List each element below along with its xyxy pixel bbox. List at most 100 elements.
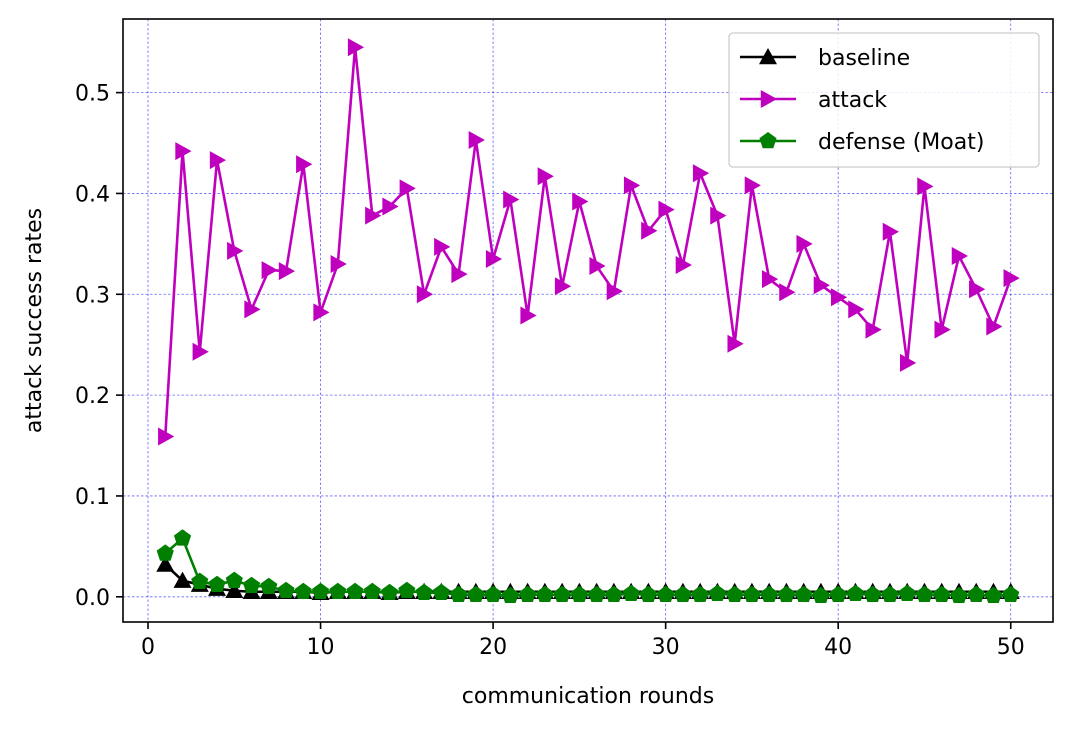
data-point xyxy=(398,581,416,599)
legend-label: attack xyxy=(818,88,887,113)
data-point xyxy=(209,151,227,170)
data-point xyxy=(451,265,468,284)
data-point xyxy=(399,179,416,198)
x-tick-label: 40 xyxy=(824,635,852,660)
data-point xyxy=(554,277,572,296)
data-point xyxy=(864,585,882,603)
data-point xyxy=(156,544,174,561)
data-point xyxy=(1003,269,1020,288)
data-point xyxy=(553,585,571,603)
data-point xyxy=(727,334,744,353)
data-point xyxy=(261,261,278,280)
data-point xyxy=(898,584,916,602)
data-point xyxy=(900,353,917,372)
data-point xyxy=(933,585,951,603)
data-point xyxy=(519,585,537,603)
data-point xyxy=(503,190,520,209)
data-point xyxy=(227,241,244,260)
y-tick-label: 0.2 xyxy=(75,384,110,409)
data-point xyxy=(1002,585,1020,603)
data-point xyxy=(761,270,779,289)
data-point xyxy=(915,585,934,603)
legend: baseline attack defense (Moat) xyxy=(728,32,1040,168)
legend-box xyxy=(728,32,1040,168)
y-tick-label: 0.4 xyxy=(75,182,110,207)
data-point xyxy=(225,571,243,588)
data-point xyxy=(622,584,640,602)
data-point xyxy=(639,585,657,603)
data-point xyxy=(484,585,502,603)
x-tick-label: 10 xyxy=(307,635,335,660)
legend-label: defense (Moat) xyxy=(818,130,984,155)
x-axis-label: communication rounds xyxy=(462,684,714,709)
y-tick-label: 0.1 xyxy=(75,485,110,510)
legend-item: attack xyxy=(740,88,887,113)
data-point xyxy=(191,572,209,589)
data-point xyxy=(658,200,675,219)
data-point xyxy=(415,583,433,601)
data-point xyxy=(777,585,795,603)
data-point xyxy=(726,585,744,603)
data-point xyxy=(173,529,192,546)
y-tick-label: 0.5 xyxy=(75,82,110,107)
data-point xyxy=(450,585,468,603)
data-point xyxy=(882,222,899,241)
data-point xyxy=(846,584,864,602)
data-point xyxy=(570,585,588,603)
data-point xyxy=(984,586,1003,604)
data-point xyxy=(330,255,347,274)
data-point xyxy=(329,582,347,600)
data-point xyxy=(296,155,313,174)
data-point xyxy=(950,586,968,604)
data-point xyxy=(605,585,623,603)
series-attack xyxy=(158,38,1020,446)
legend-label: baseline xyxy=(818,46,910,71)
data-point xyxy=(674,585,692,603)
data-point xyxy=(363,582,381,600)
data-point xyxy=(779,283,796,302)
data-point xyxy=(967,585,985,603)
series-layer xyxy=(156,38,1020,604)
legend-marker xyxy=(759,132,777,149)
y-tick-label: 0.0 xyxy=(75,586,110,611)
data-point xyxy=(934,320,951,339)
x-tick-label: 30 xyxy=(652,635,680,660)
data-point xyxy=(225,581,244,598)
data-point xyxy=(468,131,485,150)
data-point xyxy=(347,38,365,57)
legend-item: baseline xyxy=(740,46,910,71)
data-point xyxy=(830,288,848,307)
data-point xyxy=(313,303,330,322)
data-point xyxy=(277,581,295,599)
data-point xyxy=(708,584,726,602)
data-point xyxy=(156,555,175,572)
data-point xyxy=(969,280,986,299)
data-point xyxy=(865,320,882,339)
data-point xyxy=(744,176,761,195)
data-point xyxy=(710,206,727,225)
data-point xyxy=(986,317,1003,336)
data-point xyxy=(158,427,175,446)
data-point xyxy=(692,164,710,183)
x-tick-label: 50 xyxy=(997,635,1025,660)
x-tick-label: 20 xyxy=(479,635,507,660)
data-point xyxy=(242,576,261,593)
data-point xyxy=(951,246,968,265)
data-point xyxy=(536,585,554,603)
data-point xyxy=(294,582,312,600)
legend-marker xyxy=(760,90,777,108)
data-point xyxy=(675,256,692,275)
data-point xyxy=(365,206,382,225)
plot-frame xyxy=(122,18,1054,623)
data-point xyxy=(434,237,451,256)
legend-item: defense (Moat) xyxy=(740,130,984,155)
data-point xyxy=(760,585,778,603)
data-point xyxy=(416,285,434,304)
data-point xyxy=(848,300,865,319)
series-defense-moat xyxy=(156,529,1020,604)
data-point xyxy=(606,282,623,301)
data-point xyxy=(795,585,813,603)
data-point xyxy=(796,234,813,253)
data-point xyxy=(572,192,589,211)
